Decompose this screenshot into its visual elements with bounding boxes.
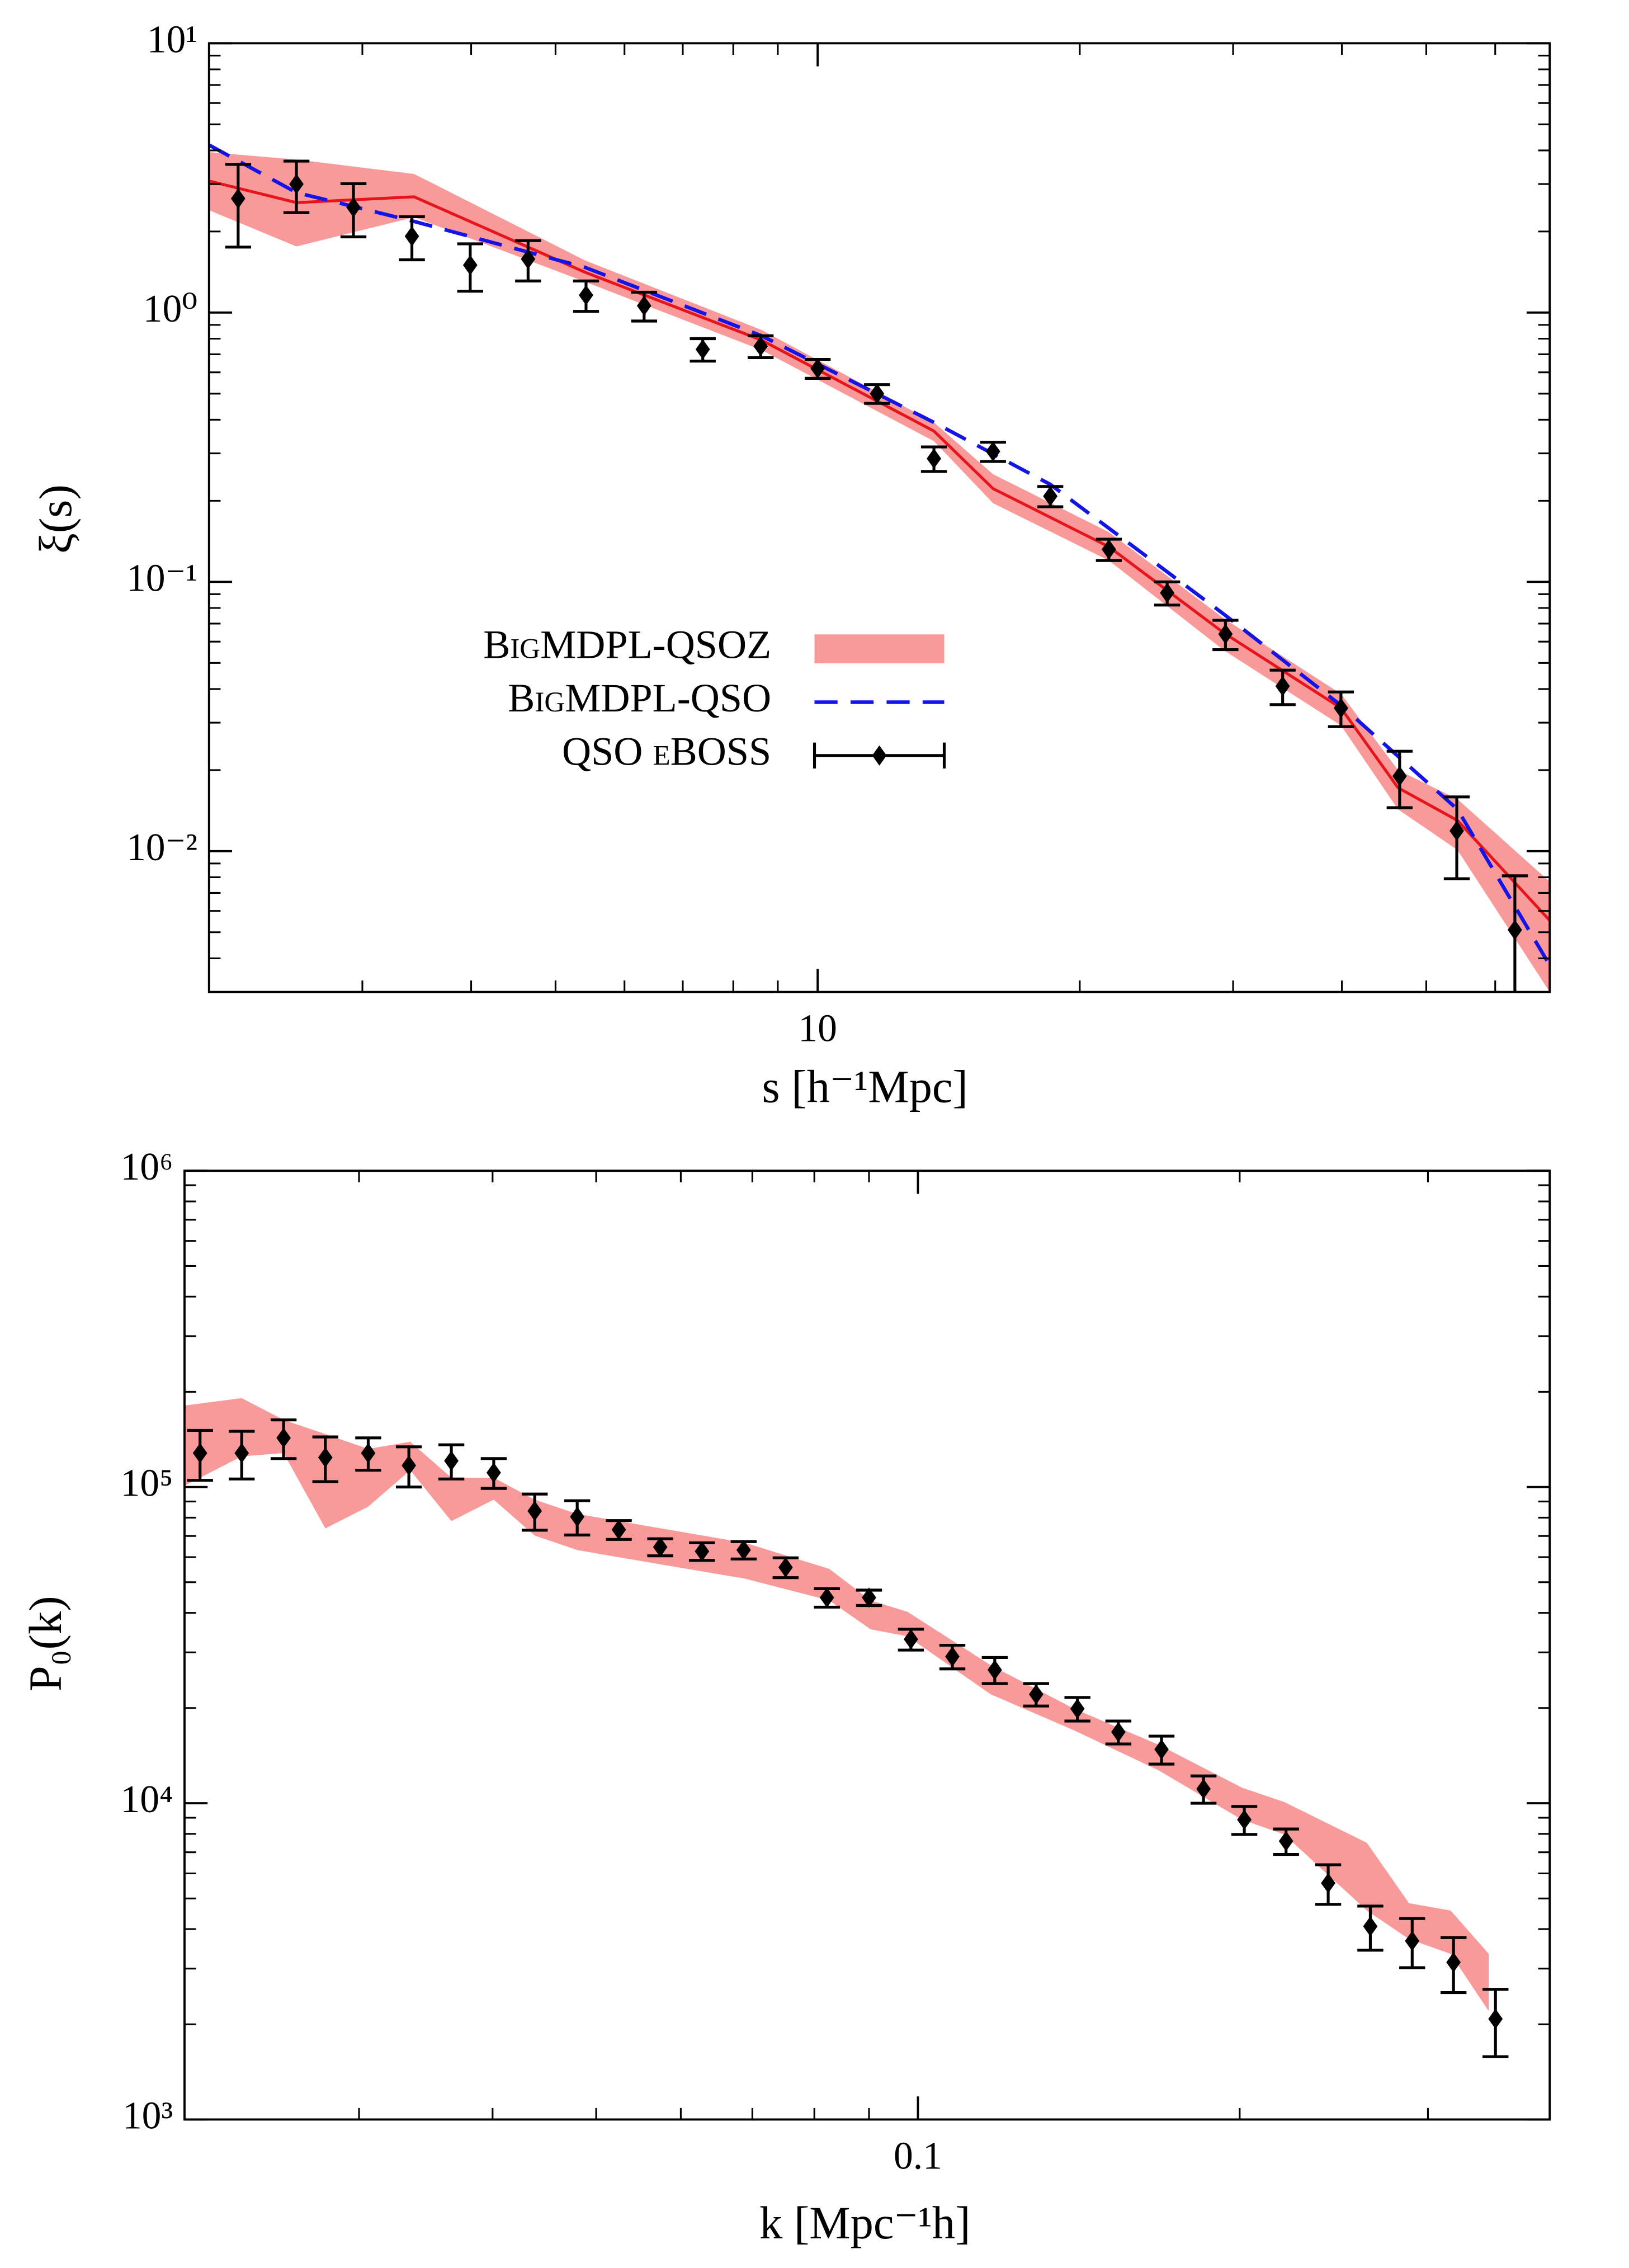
data-point bbox=[346, 197, 361, 218]
y-tick-label: 10⁶ bbox=[120, 1145, 173, 1189]
data-point bbox=[778, 1557, 793, 1578]
data-point bbox=[695, 339, 710, 360]
data-point bbox=[1334, 697, 1348, 718]
x-tick-label: 0.1 bbox=[894, 2135, 942, 2178]
y-tick-label: 10⁴ bbox=[120, 1778, 173, 1821]
data-point bbox=[753, 336, 768, 357]
plot-area bbox=[184, 1398, 1509, 2058]
legend-swatch bbox=[814, 634, 945, 663]
y-tick-label: 10⁵ bbox=[120, 1462, 173, 1505]
data-point bbox=[404, 226, 419, 247]
data-point bbox=[1508, 920, 1522, 940]
model-line bbox=[209, 180, 1550, 922]
band bbox=[209, 152, 1550, 992]
data-point bbox=[927, 448, 941, 469]
error-bar bbox=[1501, 874, 1528, 992]
data-point bbox=[736, 1540, 751, 1560]
legend: BigMDPL-QSOZ BigMDPL-QSO QSO eBOSS bbox=[483, 623, 946, 774]
data-point bbox=[1111, 1722, 1126, 1742]
y-tick-label: 10⁰ bbox=[143, 287, 198, 331]
data-point bbox=[987, 1659, 1002, 1680]
data-point bbox=[462, 254, 478, 276]
data-point bbox=[653, 1536, 668, 1557]
data-point bbox=[230, 188, 245, 209]
data-point bbox=[945, 1646, 960, 1667]
data-point bbox=[1102, 539, 1116, 560]
y-tick-label: 10⁻² bbox=[126, 826, 197, 869]
x-tick-label: 10 bbox=[798, 1007, 837, 1050]
legend-marker bbox=[872, 745, 887, 766]
plot-frame bbox=[207, 42, 1551, 993]
x-axis-label: k [Mpc⁻¹h] bbox=[759, 2197, 971, 2248]
y-tick-label: 10⁻¹ bbox=[126, 557, 197, 600]
panel: 0.1 10³ 10⁴ 10⁵ 10⁶ k [Mpc⁻¹h] P₀(k) bbox=[20, 1145, 1551, 2248]
x-axis-label: s [h⁻¹Mpc] bbox=[762, 1060, 968, 1112]
data-point bbox=[402, 1455, 417, 1476]
data-point bbox=[1449, 821, 1464, 841]
data-point bbox=[1154, 1739, 1169, 1760]
data-point bbox=[819, 1587, 834, 1608]
data-point bbox=[870, 383, 885, 404]
plot-area bbox=[209, 143, 1550, 992]
data-point bbox=[318, 1447, 333, 1468]
dashed-line bbox=[209, 143, 1550, 966]
data-point bbox=[579, 285, 593, 305]
legend-label: QSO eBOSS bbox=[562, 729, 771, 774]
data-point bbox=[904, 1629, 918, 1649]
data-point bbox=[810, 358, 825, 379]
data-point bbox=[521, 249, 536, 270]
data-point bbox=[1392, 766, 1407, 786]
data-point bbox=[1160, 582, 1175, 603]
data-point bbox=[695, 1541, 710, 1562]
y-axis-label: P₀(k) bbox=[20, 1596, 71, 1691]
data-point bbox=[985, 441, 1000, 462]
data-point bbox=[1488, 2008, 1503, 2029]
data-point bbox=[276, 1427, 291, 1448]
y-axis-label: ξ(s) bbox=[30, 484, 81, 554]
panel: 10 10⁻² 10⁻¹ 10⁰ 10¹ s [h⁻¹Mpc] ξ(s) BigMDPL-QS… bbox=[30, 18, 1551, 1112]
data-point bbox=[1321, 1873, 1335, 1893]
legend-label: BigMDPL-QSO bbox=[508, 676, 771, 720]
legend-label: BigMDPL-QSOZ bbox=[483, 623, 771, 667]
data-point bbox=[1405, 1931, 1420, 1951]
data-point bbox=[862, 1587, 876, 1608]
data-point bbox=[636, 295, 651, 316]
y-tick-label: 10¹ bbox=[147, 18, 197, 61]
y-tick-label: 10³ bbox=[122, 2094, 173, 2137]
data-point bbox=[1363, 1916, 1378, 1937]
data-point bbox=[1043, 486, 1058, 507]
data-point bbox=[611, 1519, 626, 1540]
band bbox=[184, 1398, 1489, 2011]
plot-frame bbox=[183, 1170, 1551, 2121]
data-point bbox=[1275, 676, 1290, 696]
data-point bbox=[444, 1450, 459, 1471]
